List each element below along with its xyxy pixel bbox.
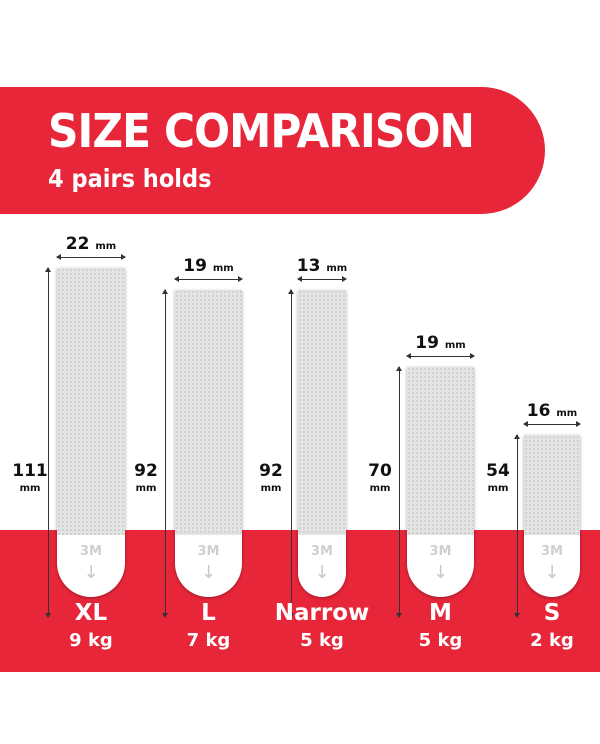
strip-m: 3M ↓ — [407, 367, 474, 597]
length-arrow — [514, 434, 520, 618]
page-title: SIZE COMPARISON — [48, 104, 475, 158]
header-banner — [0, 87, 545, 214]
width-arrow — [56, 254, 126, 260]
arrow-down-icon: ↓ — [544, 562, 560, 583]
arrow-down-icon: ↓ — [200, 562, 217, 583]
3m-logo: 3M — [80, 544, 102, 559]
adhesive-texture — [524, 435, 580, 535]
size-name: S — [543, 600, 561, 626]
capacity-label: 5 kg — [300, 630, 344, 651]
adhesive-texture — [175, 290, 242, 535]
capacity-label: 5 kg — [418, 630, 463, 651]
capacity-label: 2 kg — [530, 630, 574, 651]
size-name: M — [429, 600, 452, 626]
3m-logo: 3M — [197, 544, 220, 559]
length-arrow — [45, 267, 51, 618]
strip-narrow: 3M ↓ — [298, 290, 346, 597]
adhesive-texture — [57, 268, 125, 535]
length-arrow — [396, 366, 402, 618]
width-arrow — [297, 276, 347, 282]
length-label: 54 mm — [486, 461, 510, 494]
arrow-down-icon: ↓ — [314, 562, 330, 583]
strip-xl: 3M ↓ — [57, 268, 125, 597]
adhesive-texture — [407, 367, 474, 535]
size-name: Narrow — [274, 600, 370, 626]
width-arrow — [174, 276, 243, 282]
width-label: 19 mm — [183, 256, 234, 276]
length-arrow — [162, 289, 168, 618]
width-label: 16 mm — [526, 401, 578, 421]
size-name: XL — [74, 600, 108, 626]
3m-logo: 3M — [311, 544, 333, 559]
length-label: 70 mm — [368, 461, 392, 494]
length-label: 92 mm — [134, 461, 158, 494]
size-name: L — [201, 600, 216, 626]
strip-s: 3M ↓ — [524, 435, 580, 597]
3m-logo: 3M — [541, 544, 563, 559]
width-label: 13 mm — [296, 256, 348, 276]
width-label: 22 mm — [65, 234, 117, 254]
length-label: 111 mm — [12, 461, 48, 494]
capacity-label: 9 kg — [69, 630, 113, 651]
adhesive-texture — [298, 290, 346, 535]
width-arrow — [523, 421, 581, 427]
width-label: 19 mm — [415, 333, 466, 353]
arrow-down-icon: ↓ — [83, 562, 99, 583]
arrow-down-icon: ↓ — [432, 562, 449, 583]
page-subtitle: 4 pairs holds — [48, 164, 212, 193]
strip-l: 3M ↓ — [175, 290, 242, 597]
3m-logo: 3M — [429, 544, 452, 559]
width-arrow — [406, 353, 475, 359]
length-arrow — [288, 289, 294, 618]
capacity-label: 7 kg — [186, 630, 231, 651]
length-label: 92 mm — [259, 461, 283, 494]
